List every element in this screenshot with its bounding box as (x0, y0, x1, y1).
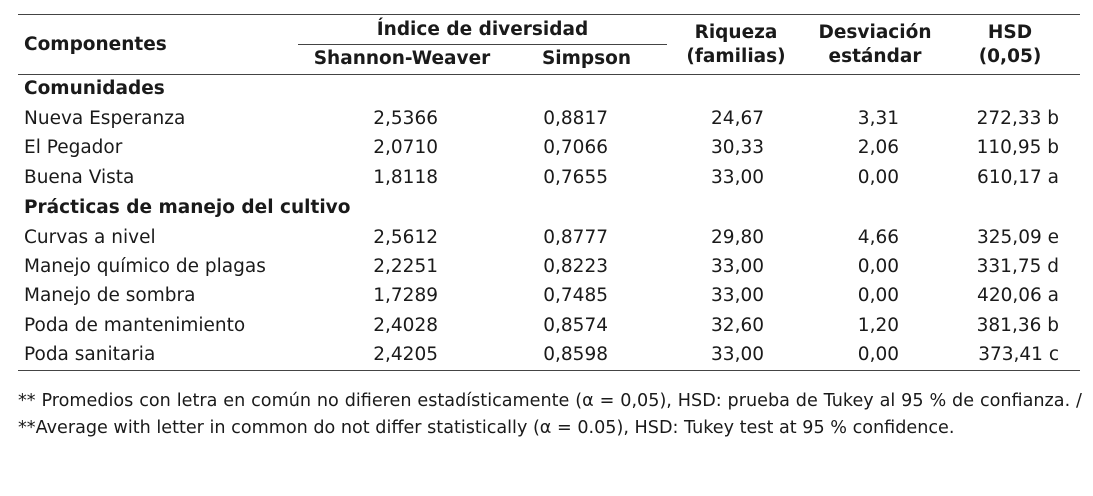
cell-hsd: 610,17 a (977, 167, 1059, 188)
header-desviacion-sub: estándar (828, 46, 922, 67)
header-componentes: Componentes (24, 34, 167, 55)
cell-desviacion: 0,00 (857, 344, 899, 365)
cell-desviacion: 1,20 (857, 315, 899, 336)
cell-simpson: 0,7655 (543, 167, 608, 188)
header-shannon: Shannon-Weaver (313, 48, 491, 69)
cell-desviacion: 3,31 (857, 108, 899, 129)
row-name: Curvas a nivel (24, 227, 156, 248)
cell-riqueza: 30,33 (711, 137, 764, 158)
diversity-table: Componentes Índice de diversidad Shannon… (18, 0, 1080, 380)
cell-hsd: 110,95 b (976, 137, 1059, 158)
cell-shannon: 2,5366 (373, 108, 438, 129)
section-title: Comunidades (24, 78, 165, 99)
header-hsd: HSD (987, 22, 1033, 43)
row-name: Poda sanitaria (24, 344, 156, 365)
row-name: El Pegador (24, 137, 123, 158)
cell-hsd: 331,75 d (976, 256, 1059, 277)
cell-hsd: 325,09 e (977, 227, 1059, 248)
cell-shannon: 2,2251 (373, 256, 438, 277)
header-riqueza: Riqueza (694, 22, 778, 43)
cell-riqueza: 33,00 (711, 256, 764, 277)
cell-riqueza: 33,00 (711, 167, 764, 188)
indice-underline (298, 44, 667, 45)
cell-shannon: 2,5612 (373, 227, 438, 248)
cell-simpson: 0,8817 (543, 108, 608, 129)
cell-hsd: 420,06 a (977, 285, 1059, 306)
header-bottom-rule (18, 74, 1080, 75)
cell-simpson: 0,7066 (543, 137, 608, 158)
cell-simpson: 0,8777 (543, 227, 608, 248)
cell-shannon: 2,4205 (373, 344, 438, 365)
header-desviacion: Desviación (818, 22, 932, 43)
cell-desviacion: 0,00 (857, 285, 899, 306)
top-rule (18, 14, 1080, 15)
cell-hsd: 381,36 b (976, 315, 1059, 336)
section-title: Prácticas de manejo del cultivo (24, 197, 351, 218)
cell-desviacion: 0,00 (857, 256, 899, 277)
footnote: ** Promedios con letra en común no difie… (18, 391, 1082, 438)
cell-riqueza: 33,00 (711, 285, 764, 306)
cell-riqueza: 24,67 (711, 108, 764, 129)
row-name: Manejo químico de plagas (24, 256, 266, 277)
cell-simpson: 0,8574 (543, 315, 608, 336)
row-name: Poda de mantenimiento (24, 315, 246, 336)
row-name: Nueva Esperanza (24, 108, 186, 129)
cell-hsd: 373,41 c (978, 344, 1059, 365)
cell-shannon: 2,0710 (373, 137, 438, 158)
header-hsd-sub: (0,05) (978, 46, 1042, 67)
cell-shannon: 2,4028 (373, 315, 438, 336)
cell-desviacion: 2,06 (857, 137, 899, 158)
cell-hsd: 272,33 b (976, 108, 1059, 129)
cell-riqueza: 29,80 (711, 227, 764, 248)
cell-shannon: 1,7289 (373, 285, 438, 306)
cell-riqueza: 33,00 (711, 344, 764, 365)
cell-desviacion: 0,00 (857, 167, 899, 188)
row-name: Manejo de sombra (24, 285, 196, 306)
row-name: Buena Vista (24, 167, 135, 188)
header-indice: Índice de diversidad (376, 19, 589, 40)
bottom-rule (18, 370, 1080, 371)
cell-desviacion: 4,66 (857, 227, 899, 248)
cell-simpson: 0,8223 (543, 256, 608, 277)
cell-riqueza: 32,60 (711, 315, 764, 336)
cell-shannon: 1,8118 (373, 167, 438, 188)
cell-simpson: 0,8598 (543, 344, 608, 365)
header-riqueza-sub: (familias) (686, 46, 786, 67)
cell-simpson: 0,7485 (543, 285, 608, 306)
header-simpson: Simpson (541, 48, 632, 69)
